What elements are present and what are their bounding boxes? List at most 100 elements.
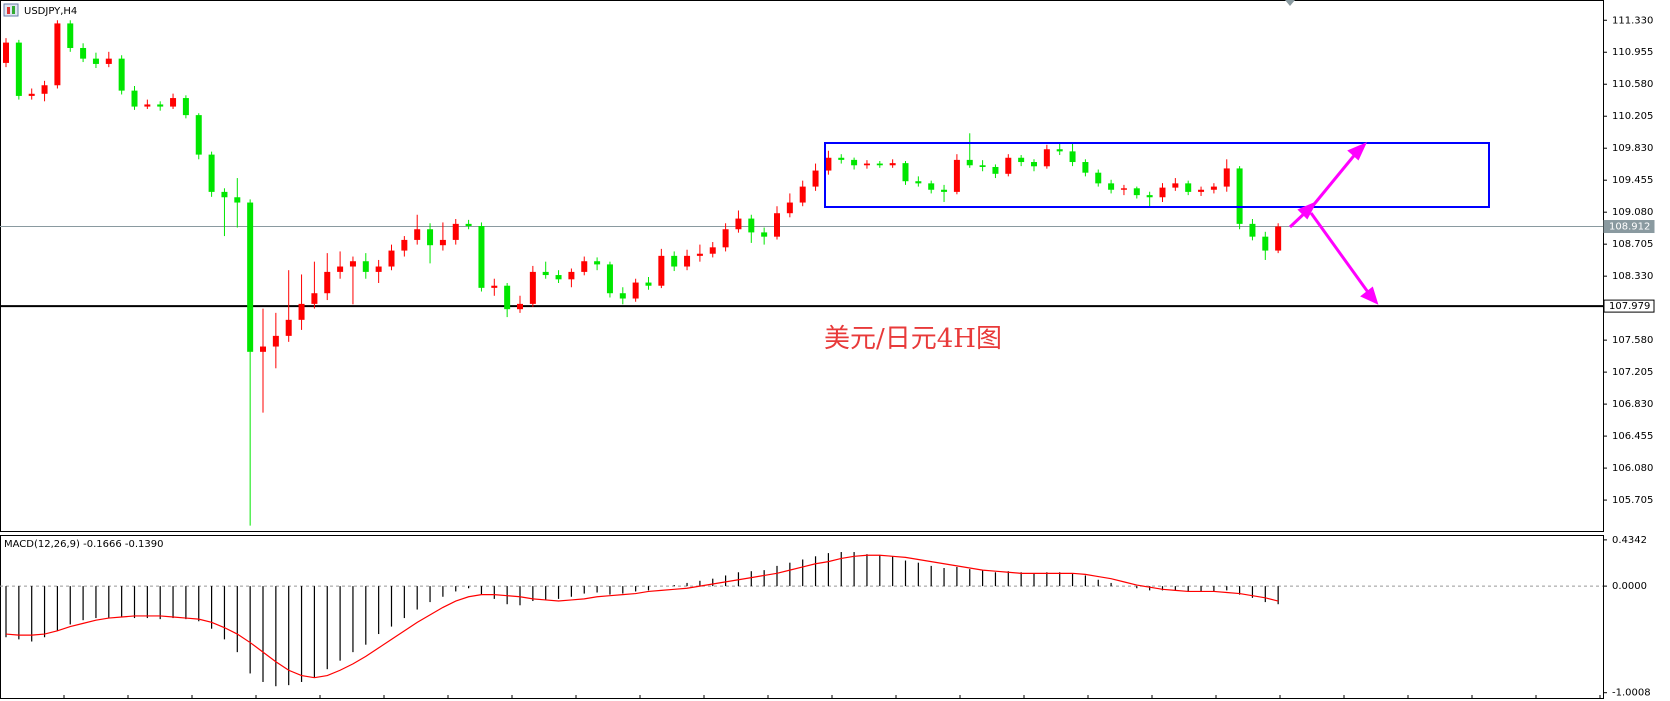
candle-body: [941, 189, 948, 192]
candle-body: [851, 159, 858, 166]
y-tick-label: 108.705: [1612, 239, 1653, 250]
candle-body: [28, 93, 35, 96]
candle-body: [311, 293, 318, 304]
candle-body: [349, 261, 356, 267]
candle-body: [748, 218, 755, 233]
candle-body: [247, 202, 254, 352]
candle-body: [1082, 162, 1089, 173]
candle-body: [581, 261, 588, 272]
candle-body: [131, 90, 138, 107]
candle-body: [838, 157, 845, 160]
candle-body: [272, 335, 279, 347]
candle-body: [1275, 226, 1282, 251]
annotation: 美元/日元4H图: [824, 324, 1002, 354]
candle-body: [1108, 183, 1115, 190]
candle-body: [465, 223, 472, 227]
candle-body: [606, 264, 613, 294]
candle-body: [388, 250, 395, 267]
y-tick-label: 109.080: [1612, 207, 1653, 218]
main-panel: [0, 0, 1604, 532]
candle-body: [517, 303, 523, 310]
candle-body: [1223, 168, 1230, 187]
candle-body: [889, 163, 896, 166]
candle-body: [1018, 157, 1025, 163]
y-tick-label: 109.830: [1612, 143, 1653, 154]
candle-body: [1120, 188, 1127, 190]
y-tick-label: 111.330: [1612, 15, 1653, 26]
candle-body: [15, 42, 22, 96]
macd-panel: [0, 535, 1604, 699]
candle-body: [722, 229, 729, 248]
y-tick-label: 107.205: [1612, 367, 1653, 378]
candle-body: [696, 253, 703, 256]
candle-body: [221, 191, 228, 198]
y-tick-label: -1.0008: [1612, 688, 1651, 699]
candle-body: [260, 346, 266, 352]
candle-body: [208, 154, 215, 192]
y-tick-label: 110.205: [1612, 111, 1653, 122]
price-level-label: 108.912: [1609, 222, 1650, 233]
y-tick-label: 106.080: [1612, 463, 1653, 474]
candle-body: [427, 229, 434, 246]
candle-body: [966, 159, 973, 166]
candle-body: [709, 247, 716, 254]
y-tick-label: 106.830: [1612, 399, 1653, 410]
candle-body: [863, 163, 870, 166]
candle-body: [1236, 168, 1243, 224]
candle-body: [362, 261, 369, 272]
candle-body: [1069, 151, 1076, 163]
candle-body: [1210, 186, 1217, 190]
candle-body: [1198, 189, 1205, 192]
candle-body: [1095, 172, 1102, 184]
candle-body: [67, 23, 74, 48]
candle-body: [786, 202, 793, 214]
candle-body: [619, 293, 626, 299]
candle-body: [979, 165, 986, 167]
candle-body: [928, 183, 935, 190]
candle-body: [504, 285, 511, 310]
y-tick-label: 109.455: [1612, 175, 1653, 186]
candle-body: [876, 163, 883, 166]
y-tick-label: 110.955: [1612, 47, 1653, 58]
candle-body: [324, 271, 331, 294]
candle-body: [105, 58, 112, 64]
arrows: [1288, 142, 1379, 305]
plot: 111.330 110.955 110.580 110.205 109.830 109.4…: [0, 15, 1655, 699]
y-tick-label: 110.580: [1612, 79, 1653, 90]
candle-body: [568, 271, 575, 280]
candle-body: [157, 104, 164, 107]
candle-body: [774, 213, 780, 237]
candle-body: [542, 271, 549, 276]
candle-body: [1146, 195, 1153, 198]
candle-body: [671, 255, 678, 267]
candle-body: [761, 232, 768, 237]
candle-body: [529, 271, 536, 304]
candle-body: [285, 319, 292, 336]
candle-body: [825, 157, 832, 171]
candle-body: [195, 115, 202, 155]
candle-body: [1172, 183, 1179, 188]
y-tick-label: 107.580: [1612, 335, 1653, 346]
candle-body: [684, 255, 691, 267]
candle-body: [1043, 149, 1050, 167]
candle-body: [170, 98, 177, 107]
candle-body: [799, 186, 806, 203]
y-tick-label: 0.4342: [1612, 535, 1647, 546]
candle-body: [491, 285, 498, 288]
candle-body: [234, 197, 241, 203]
candle-body: [439, 239, 446, 246]
price-level-label: 107.979: [1609, 301, 1650, 312]
candle-body: [401, 239, 408, 251]
price-level-box: [1603, 220, 1655, 234]
candle-body: [658, 255, 665, 286]
candle-body: [555, 275, 562, 280]
candle-body: [1005, 157, 1012, 174]
candle-body: [1262, 236, 1269, 251]
candle-body: [1185, 183, 1192, 192]
price-level-box: [1603, 299, 1655, 313]
candle-body: [1031, 162, 1037, 167]
candle-body: [594, 261, 601, 265]
range-box: [824, 142, 1490, 208]
candle-body: [452, 223, 459, 240]
